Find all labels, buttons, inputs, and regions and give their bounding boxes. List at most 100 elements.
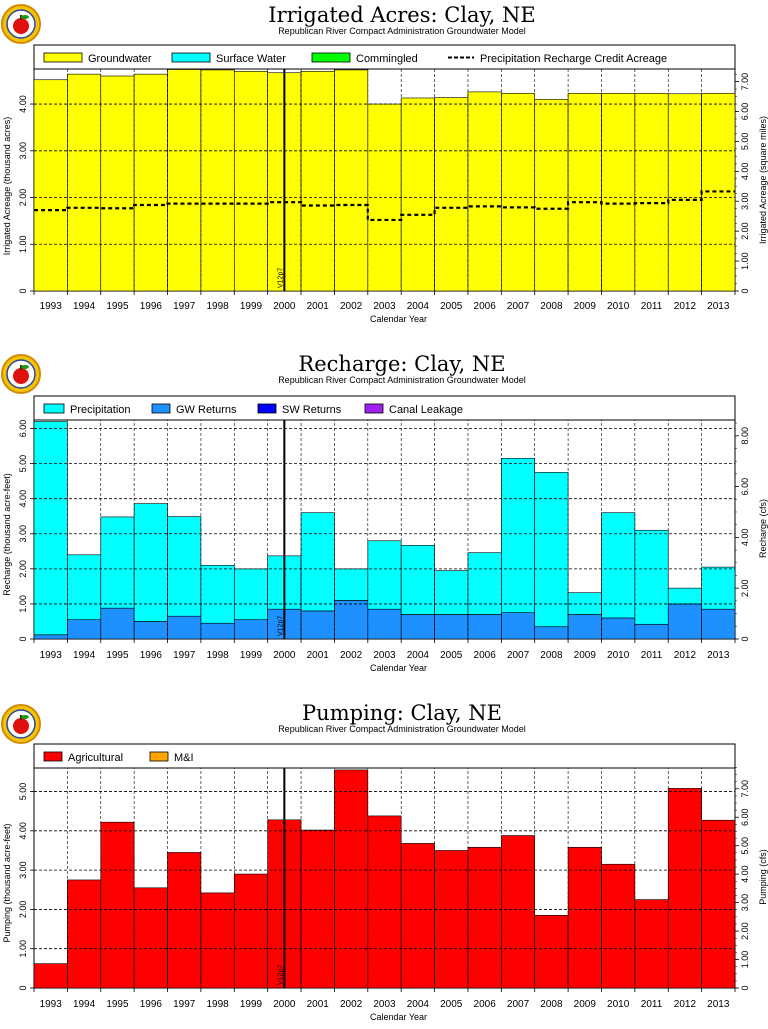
bar-agricultural-1995 bbox=[100, 821, 135, 989]
bar-precipitation-1998 bbox=[200, 565, 235, 624]
bar-groundwater-1997 bbox=[167, 69, 202, 292]
bar-agricultural-2008 bbox=[534, 915, 569, 989]
bar-agricultural-2009 bbox=[567, 847, 602, 989]
bar-agricultural-2005 bbox=[434, 850, 469, 989]
y-tick-label: 5.00 bbox=[18, 455, 28, 473]
bar-gw-returns-2007 bbox=[501, 612, 536, 640]
chart-title: Recharge: Clay, NE bbox=[298, 352, 505, 376]
y-tick-label: 1.00 bbox=[18, 595, 28, 613]
bar-agricultural-2012 bbox=[667, 788, 702, 989]
bar-agricultural-2007 bbox=[501, 835, 536, 989]
bar-precipitation-2001 bbox=[300, 512, 335, 612]
x-tick-label: 2013 bbox=[707, 650, 730, 661]
y2-tick-label: 2.00 bbox=[740, 922, 750, 940]
bar-gw-returns-2003 bbox=[367, 608, 402, 640]
legend-label: Canal Leakage bbox=[389, 404, 463, 416]
legend-label: Groundwater bbox=[88, 53, 152, 65]
legend-label: Precipitation bbox=[70, 404, 131, 416]
y2-tick-label: 4.00 bbox=[740, 163, 750, 181]
bar-agricultural-2004 bbox=[400, 843, 435, 989]
y-tick-label: 3.00 bbox=[18, 142, 28, 160]
chart-subtitle: Republican River Compact Administration … bbox=[278, 724, 526, 734]
legend-label: Surface Water bbox=[216, 53, 286, 65]
chart-title: Pumping: Clay, NE bbox=[302, 701, 502, 725]
x-tick-label: 2005 bbox=[440, 650, 463, 661]
x-tick-label: 2005 bbox=[440, 301, 463, 312]
bar-groundwater-2012 bbox=[667, 93, 702, 292]
x-tick-label: 1995 bbox=[106, 999, 129, 1010]
bar-gw-returns-2001 bbox=[300, 610, 335, 640]
y2-tick-label: 3.00 bbox=[740, 192, 750, 210]
y-tick-label: 4.00 bbox=[18, 95, 28, 113]
x-tick-label: 2000 bbox=[273, 650, 296, 661]
chart-title: Irrigated Acres: Clay, NE bbox=[268, 3, 535, 27]
x-tick-label: 1997 bbox=[173, 999, 196, 1010]
bar-gw-returns-2013 bbox=[701, 608, 736, 640]
credit-acreage-line bbox=[34, 190, 735, 222]
bar-groundwater-1995 bbox=[100, 75, 135, 292]
y-axis-label: Irrigated Acreage (thousand acres) bbox=[2, 117, 12, 256]
bar-gw-returns-2008 bbox=[534, 626, 569, 640]
y-tick-label: 3.00 bbox=[18, 525, 28, 543]
bar-agricultural-2011 bbox=[634, 899, 669, 989]
y2-tick-label: 2.00 bbox=[740, 579, 750, 597]
y2-tick-label: 0 bbox=[740, 288, 750, 293]
bar-groundwater-2006 bbox=[467, 91, 502, 292]
y-tick-label: 2.00 bbox=[18, 189, 28, 207]
apple-logo-icon bbox=[1, 704, 41, 744]
y2-axis-label: Irrigated Acreage (square miles) bbox=[758, 116, 768, 244]
x-tick-label: 2001 bbox=[307, 650, 330, 661]
y-tick-label: 6.00 bbox=[18, 420, 28, 438]
x-tick-label: 2007 bbox=[507, 301, 530, 312]
legend-swatch bbox=[151, 403, 171, 414]
legend-swatch bbox=[257, 403, 277, 414]
x-tick-label: 2003 bbox=[373, 650, 396, 661]
bar-groundwater-2004 bbox=[400, 97, 435, 292]
bar-groundwater-1994 bbox=[67, 73, 102, 292]
x-tick-label: 2002 bbox=[340, 999, 363, 1010]
x-tick-label: 2009 bbox=[574, 301, 597, 312]
legend-label: Precipitation Recharge Credit Acreage bbox=[480, 53, 667, 65]
bar-precipitation-2002 bbox=[334, 568, 369, 601]
x-tick-label: 2009 bbox=[574, 999, 597, 1010]
y-axis-label: Pumping (thousand acre-feet) bbox=[2, 823, 12, 942]
y2-tick-label: 2.00 bbox=[740, 222, 750, 240]
bar-agricultural-2010 bbox=[601, 863, 636, 989]
bar-agricultural-1997 bbox=[167, 852, 202, 989]
y-tick-label: 1.00 bbox=[18, 235, 28, 253]
bar-gw-returns-2005 bbox=[434, 614, 469, 640]
logo-leaf bbox=[21, 15, 29, 19]
bar-precipitation-2010 bbox=[601, 512, 636, 619]
bar-groundwater-2002 bbox=[334, 69, 369, 292]
bar-precipitation-2008 bbox=[534, 472, 569, 628]
model-marker-label: V12p7 bbox=[277, 268, 284, 288]
legend-swatch bbox=[43, 52, 83, 63]
y-axis-label: Recharge (thousand acre-feet) bbox=[2, 473, 12, 596]
bar-groundwater-2007 bbox=[501, 93, 536, 292]
legend-label: Agricultural bbox=[68, 752, 123, 764]
legend-box bbox=[33, 44, 736, 70]
x-tick-label: 1995 bbox=[106, 650, 129, 661]
legend-box bbox=[33, 743, 736, 769]
bar-precipitation-2004 bbox=[400, 545, 435, 615]
bar-gw-returns-2012 bbox=[667, 603, 702, 640]
x-tick-label: 1997 bbox=[173, 650, 196, 661]
x-axis-label: Calendar Year bbox=[370, 663, 427, 673]
x-tick-label: 2013 bbox=[707, 301, 730, 312]
x-tick-label: 2008 bbox=[540, 999, 563, 1010]
x-tick-label: 2004 bbox=[407, 999, 430, 1010]
bar-precipitation-2012 bbox=[667, 587, 702, 605]
x-tick-label: 2000 bbox=[273, 301, 296, 312]
x-tick-label: 1997 bbox=[173, 301, 196, 312]
y-tick-label: 0 bbox=[18, 985, 28, 990]
x-tick-label: 2012 bbox=[674, 999, 697, 1010]
x-tick-label: 1996 bbox=[140, 650, 163, 661]
apple-logo-icon bbox=[1, 4, 41, 44]
logo-leaf bbox=[21, 365, 29, 369]
logo-stem bbox=[20, 15, 22, 20]
x-tick-label: 1998 bbox=[206, 650, 229, 661]
y2-tick-label: 4.00 bbox=[740, 865, 750, 883]
x-tick-label: 2006 bbox=[474, 650, 497, 661]
x-axis-label: Calendar Year bbox=[370, 314, 427, 324]
chart-subtitle: Republican River Compact Administration … bbox=[278, 375, 526, 385]
